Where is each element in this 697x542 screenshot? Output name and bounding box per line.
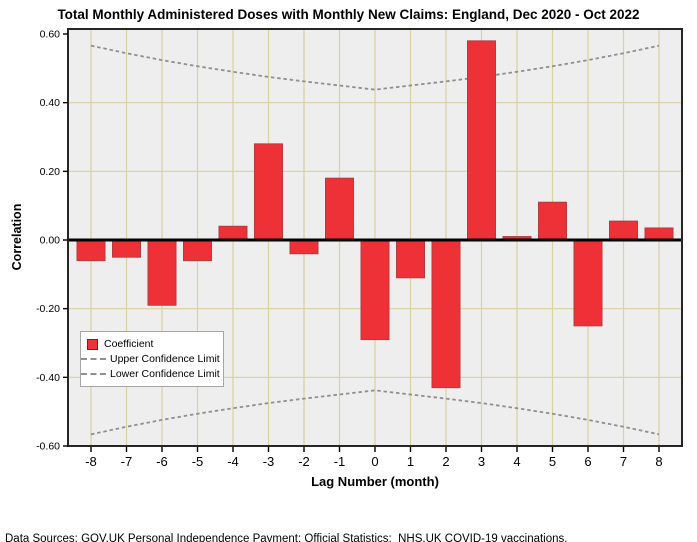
coefficient-bar-lag-1 [396,239,425,279]
x-tick-label: -6 [156,454,168,469]
x-tick-label: -3 [263,454,275,469]
y-tick-label: -0.60 [36,440,60,452]
y-tick-label: 0.00 [40,235,61,247]
x-tick-label: 7 [620,454,627,469]
x-tick-label: 5 [549,454,556,469]
coefficient-bar-lag--8 [76,239,106,262]
footer-line-1: Data Sources: GOV.UK Personal Independen… [5,533,568,542]
y-tick-label: -0.40 [36,372,60,384]
legend-label-lower-cl: Lower Confidence Limit [110,368,220,380]
x-tick-label: 0 [371,454,378,469]
legend-label-coefficient: Coefficient [104,338,154,350]
x-tick-label: 1 [407,454,414,469]
legend-label-upper-cl: Upper Confidence Limit [110,353,220,365]
x-tick-label: -7 [121,454,133,469]
y-axis-title: Correlation [10,203,24,271]
x-tick-label: -2 [298,454,310,469]
coefficient-bar-lag--5 [183,239,212,262]
coefficient-bar-lag--3 [254,143,283,241]
coefficient-bar-lag--1 [325,177,354,241]
coefficient-bar-lag-5 [538,201,567,241]
coefficient-bar-lag--2 [289,239,319,255]
x-tick-label: 6 [584,454,591,469]
chart-title: Total Monthly Administered Doses with Mo… [57,7,640,22]
footer-notes: Data Sources: GOV.UK Personal Independen… [5,506,695,542]
legend-item-coefficient: Coefficient [87,337,218,351]
coefficient-bar-lag-3 [467,40,496,241]
y-tick-label: 0.20 [40,166,61,178]
ccf-bar-chart-plot: -8 -7 -6 -5 -4 -3 -2 -1 0 1 2 3 4 5 6 7 8 0.60 0.40 0.20 0.0… [36,28,683,469]
y-tick-label: 0.60 [40,29,61,41]
legend-item-upper-cl: Upper Confidence Limit [81,352,220,366]
x-tick-label: -1 [334,454,346,469]
upper-confidence-line [90,44,660,91]
x-tick-label: -8 [85,454,97,469]
y-tick-label: -0.20 [36,303,60,315]
x-axis-title: Lag Number (month) [311,474,439,489]
x-tick-label: 2 [442,454,449,469]
y-tick-label: 0.40 [40,97,61,109]
coefficient-swatch-icon [87,338,98,350]
upper-confidence-dash-icon [81,358,106,360]
coefficient-bar-lag-0 [360,239,390,341]
x-tick-label: -5 [192,454,204,469]
x-tick-label: 8 [655,454,662,469]
coefficient-bar-lag--4 [218,225,248,241]
coefficient-bar-lag-2 [431,239,461,389]
x-tick-label: 4 [513,454,520,469]
coefficient-bar-lag--6 [147,239,177,306]
x-tick-label: -4 [227,454,239,469]
legend: Coefficient Upper Confidence Limit Lower… [80,331,224,387]
lower-confidence-line [90,389,660,436]
coefficient-bar-lag-6 [573,239,603,327]
lower-confidence-dash-icon [81,373,106,375]
coefficient-bar-lag-8 [644,227,674,241]
coefficient-bar-lag--7 [112,239,141,258]
legend-item-lower-cl: Lower Confidence Limit [81,367,220,381]
x-tick-label: 3 [478,454,485,469]
coefficient-bar-lag-7 [609,220,638,241]
plot-frame [67,28,683,447]
